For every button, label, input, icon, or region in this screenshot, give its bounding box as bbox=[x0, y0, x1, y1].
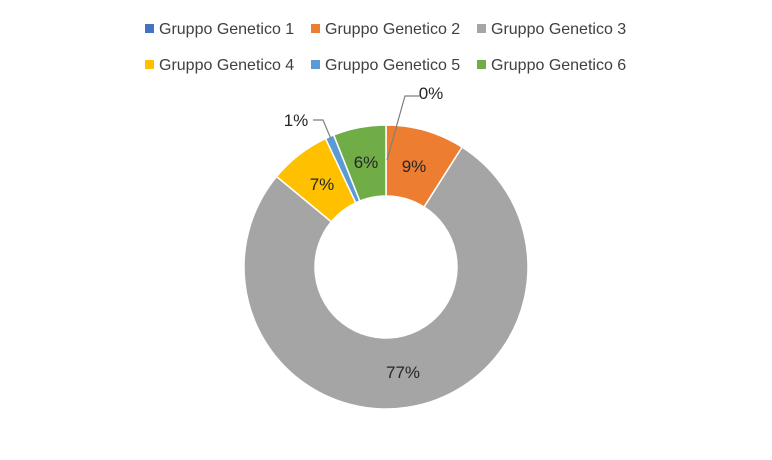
data-label-gruppo-genetico-1: 0% bbox=[419, 84, 444, 103]
data-label-gruppo-genetico-5: 1% bbox=[284, 111, 309, 130]
legend-label-gruppo-genetico-5: Gruppo Genetico 5 bbox=[325, 57, 460, 74]
legend-swatch-gruppo-genetico-6 bbox=[477, 60, 486, 69]
leader-line-gruppo-genetico-1 bbox=[386, 95, 420, 161]
data-label-gruppo-genetico-3: 77% bbox=[386, 363, 420, 382]
legend-swatch-gruppo-genetico-5 bbox=[311, 60, 320, 69]
data-label-gruppo-genetico-6: 6% bbox=[354, 153, 379, 172]
data-label-gruppo-genetico-4: 7% bbox=[310, 175, 335, 194]
legend-swatch-gruppo-genetico-2 bbox=[311, 24, 320, 33]
legend-label-gruppo-genetico-4: Gruppo Genetico 4 bbox=[159, 57, 294, 74]
legend-swatch-gruppo-genetico-1 bbox=[145, 24, 154, 33]
legend-swatch-gruppo-genetico-3 bbox=[477, 24, 486, 33]
data-labels: 0% 9% 77% 7% 1% 6% bbox=[284, 84, 444, 382]
legend-swatch-gruppo-genetico-4 bbox=[145, 60, 154, 69]
data-label-gruppo-genetico-2: 9% bbox=[402, 157, 427, 176]
slice-gruppo-genetico-6 bbox=[332, 124, 387, 202]
chart-legend: Gruppo Genetico 1 Gruppo Genetico 2 Gruppo… bbox=[145, 21, 626, 74]
legend-label-gruppo-genetico-3: Gruppo Genetico 3 bbox=[491, 21, 626, 38]
leader-line-gruppo-genetico-5 bbox=[313, 119, 332, 140]
legend-label-gruppo-genetico-2: Gruppo Genetico 2 bbox=[325, 21, 460, 38]
legend-label-gruppo-genetico-6: Gruppo Genetico 6 bbox=[491, 57, 626, 74]
slice-gruppo-genetico-3 bbox=[243, 146, 529, 410]
doughnut-slices bbox=[243, 124, 529, 410]
legend-label-gruppo-genetico-1: Gruppo Genetico 1 bbox=[159, 21, 294, 38]
